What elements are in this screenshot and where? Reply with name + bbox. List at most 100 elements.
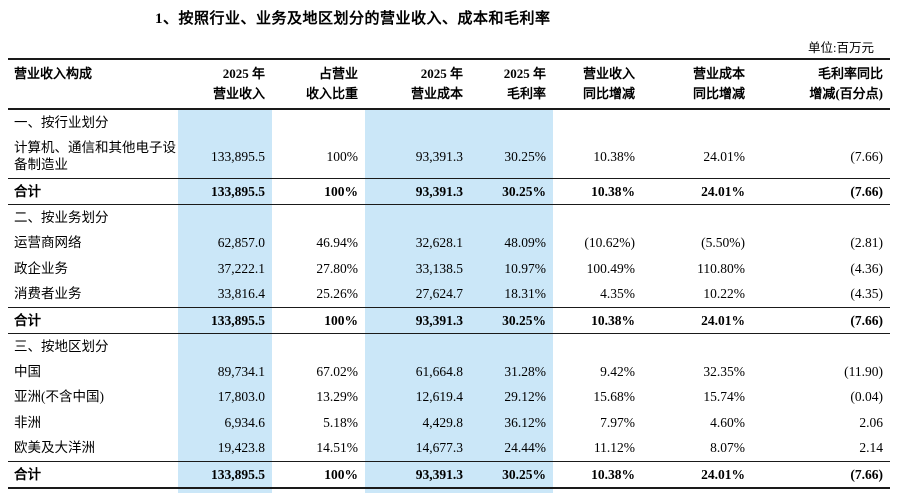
row-cell — [272, 205, 365, 230]
table-row-total: 合计 133,895.5 100% 93,391.3 30.25% 10.38%… — [8, 177, 890, 206]
row-cell: (4.35) — [850, 286, 883, 302]
header-cell-gross-margin: 2025 年 毛利率 — [470, 57, 553, 111]
header-cell-revenue-yoy: 营业收入 同比增减 — [553, 57, 642, 111]
row-cell: (11.90) — [844, 363, 883, 379]
row-cell — [178, 109, 272, 135]
row-cell: 33,138.5 — [365, 255, 470, 282]
row-cell: 100.49% — [586, 260, 635, 276]
row-cell: 8.07% — [710, 440, 745, 456]
row-cell: 4.35% — [600, 286, 635, 302]
header-cell-cost: 2025 年 营业成本 — [365, 57, 470, 111]
row-cell: (2.81) — [850, 235, 883, 251]
row-label: 合计 — [8, 306, 178, 335]
row-cell: (5.50%) — [701, 235, 745, 251]
row-label: 运营商网络 — [14, 235, 82, 251]
row-cell: 6,934.6 — [178, 409, 272, 436]
row-cell: 11.12% — [593, 440, 635, 456]
row-cell: 133,895.5 — [178, 460, 272, 490]
row-cell: 24.01% — [642, 460, 752, 490]
spacer-cell — [553, 488, 642, 493]
row-cell: 17,803.0 — [178, 384, 272, 410]
row-cell — [752, 109, 890, 135]
table-row-data: 非洲 6,934.6 5.18% 4,429.8 36.12% 7.97% 4.… — [8, 409, 890, 436]
table-row-data: 亚洲(不含中国) 17,803.0 13.29% 12,619.4 29.12%… — [8, 384, 890, 410]
row-cell — [365, 109, 470, 135]
highlight-overhang-row — [8, 488, 890, 493]
row-cell — [272, 109, 365, 135]
row-label: 二、按业务划分 — [14, 210, 109, 226]
row-cell: 110.80% — [697, 260, 745, 276]
spacer-cell — [272, 488, 365, 493]
row-cell: 100% — [272, 306, 365, 335]
row-cell: 14.51% — [316, 440, 358, 456]
table-row-section: 一、按行业划分 — [8, 109, 890, 135]
table-row-section: 二、按业务划分 — [8, 204, 890, 231]
row-cell: (7.66) — [850, 148, 883, 164]
row-cell: 27,624.7 — [365, 281, 470, 308]
table-row-data: 消费者业务 33,816.4 25.26% 27,624.7 18.31% 4.… — [8, 281, 890, 308]
row-cell — [642, 334, 752, 359]
row-label: 一、按行业划分 — [14, 115, 109, 131]
table-row-data: 计算机、通信和其他电子设备制造业 133,895.5 100% 93,391.3… — [8, 134, 890, 179]
row-label: 中国 — [14, 363, 41, 379]
row-cell — [470, 204, 553, 231]
row-cell: 37,222.1 — [178, 255, 272, 282]
spacer-cell — [642, 488, 752, 493]
row-cell: 10.97% — [470, 255, 553, 282]
row-cell: 12,619.4 — [365, 384, 470, 410]
row-cell: 24.01% — [642, 177, 752, 206]
row-label: 亚洲(不含中国) — [14, 389, 104, 405]
row-cell: 4,429.8 — [365, 409, 470, 436]
row-cell — [752, 205, 890, 230]
row-cell — [365, 204, 470, 231]
row-cell: 32,628.1 — [365, 230, 470, 256]
row-cell — [642, 205, 752, 230]
spacer-cell — [752, 488, 890, 493]
table-row-total: 合计 133,895.5 100% 93,391.3 30.25% 10.38%… — [8, 306, 890, 335]
row-cell: 10.22% — [703, 286, 745, 302]
row-cell: 48.09% — [470, 230, 553, 256]
row-cell: (7.66) — [752, 460, 890, 490]
row-cell: (7.66) — [752, 177, 890, 206]
row-cell: 100% — [326, 148, 359, 164]
row-cell: 30.25% — [470, 460, 553, 490]
header-row: 营业收入构成 2025 年 营业收入 占营业 收入比重 2025 年 营业成本 … — [8, 57, 890, 111]
table-row-data: 运营商网络 62,857.0 46.94% 32,628.1 48.09% (1… — [8, 230, 890, 256]
row-label: 非洲 — [14, 414, 41, 430]
row-cell: 133,895.5 — [178, 177, 272, 206]
row-cell: 133,895.5 — [178, 306, 272, 335]
row-cell: 10.38% — [553, 460, 642, 490]
row-cell: 30.25% — [470, 177, 553, 206]
row-cell: 5.18% — [323, 414, 358, 430]
row-cell: 10.38% — [553, 306, 642, 335]
row-cell — [553, 334, 642, 359]
row-cell: 32.35% — [703, 363, 745, 379]
row-cell — [470, 109, 553, 135]
row-label: 合计 — [8, 460, 178, 490]
row-cell: 15.74% — [703, 389, 745, 405]
header-cell-composition: 营业收入构成 — [8, 57, 178, 111]
row-cell: 18.31% — [470, 281, 553, 308]
row-cell — [642, 109, 752, 135]
spacer-cell — [8, 488, 178, 493]
row-cell: 24.44% — [470, 435, 553, 462]
row-cell — [178, 204, 272, 231]
spacer-cell — [470, 488, 553, 493]
row-label: 合计 — [8, 177, 178, 206]
row-label: 消费者业务 — [14, 286, 82, 302]
row-label: 欧美及大洋洲 — [14, 440, 95, 456]
row-cell: 2.14 — [859, 440, 883, 456]
row-cell — [752, 334, 890, 359]
row-cell — [553, 205, 642, 230]
revenue-breakdown-table: 营业收入构成 2025 年 营业收入 占营业 收入比重 2025 年 营业成本 … — [8, 57, 890, 493]
section-title: 1、按照行业、业务及地区划分的营业收入、成本和毛利率 — [155, 11, 551, 27]
table-row-total: 合计 133,895.5 100% 93,391.3 30.25% 10.38%… — [8, 460, 890, 490]
row-cell — [470, 333, 553, 359]
row-cell: 19,423.8 — [178, 435, 272, 462]
row-cell: (0.04) — [850, 389, 883, 405]
row-cell — [365, 333, 470, 359]
row-cell: 93,391.3 — [365, 134, 470, 179]
row-cell: 4.60% — [710, 414, 745, 430]
row-cell: 10.38% — [553, 177, 642, 206]
